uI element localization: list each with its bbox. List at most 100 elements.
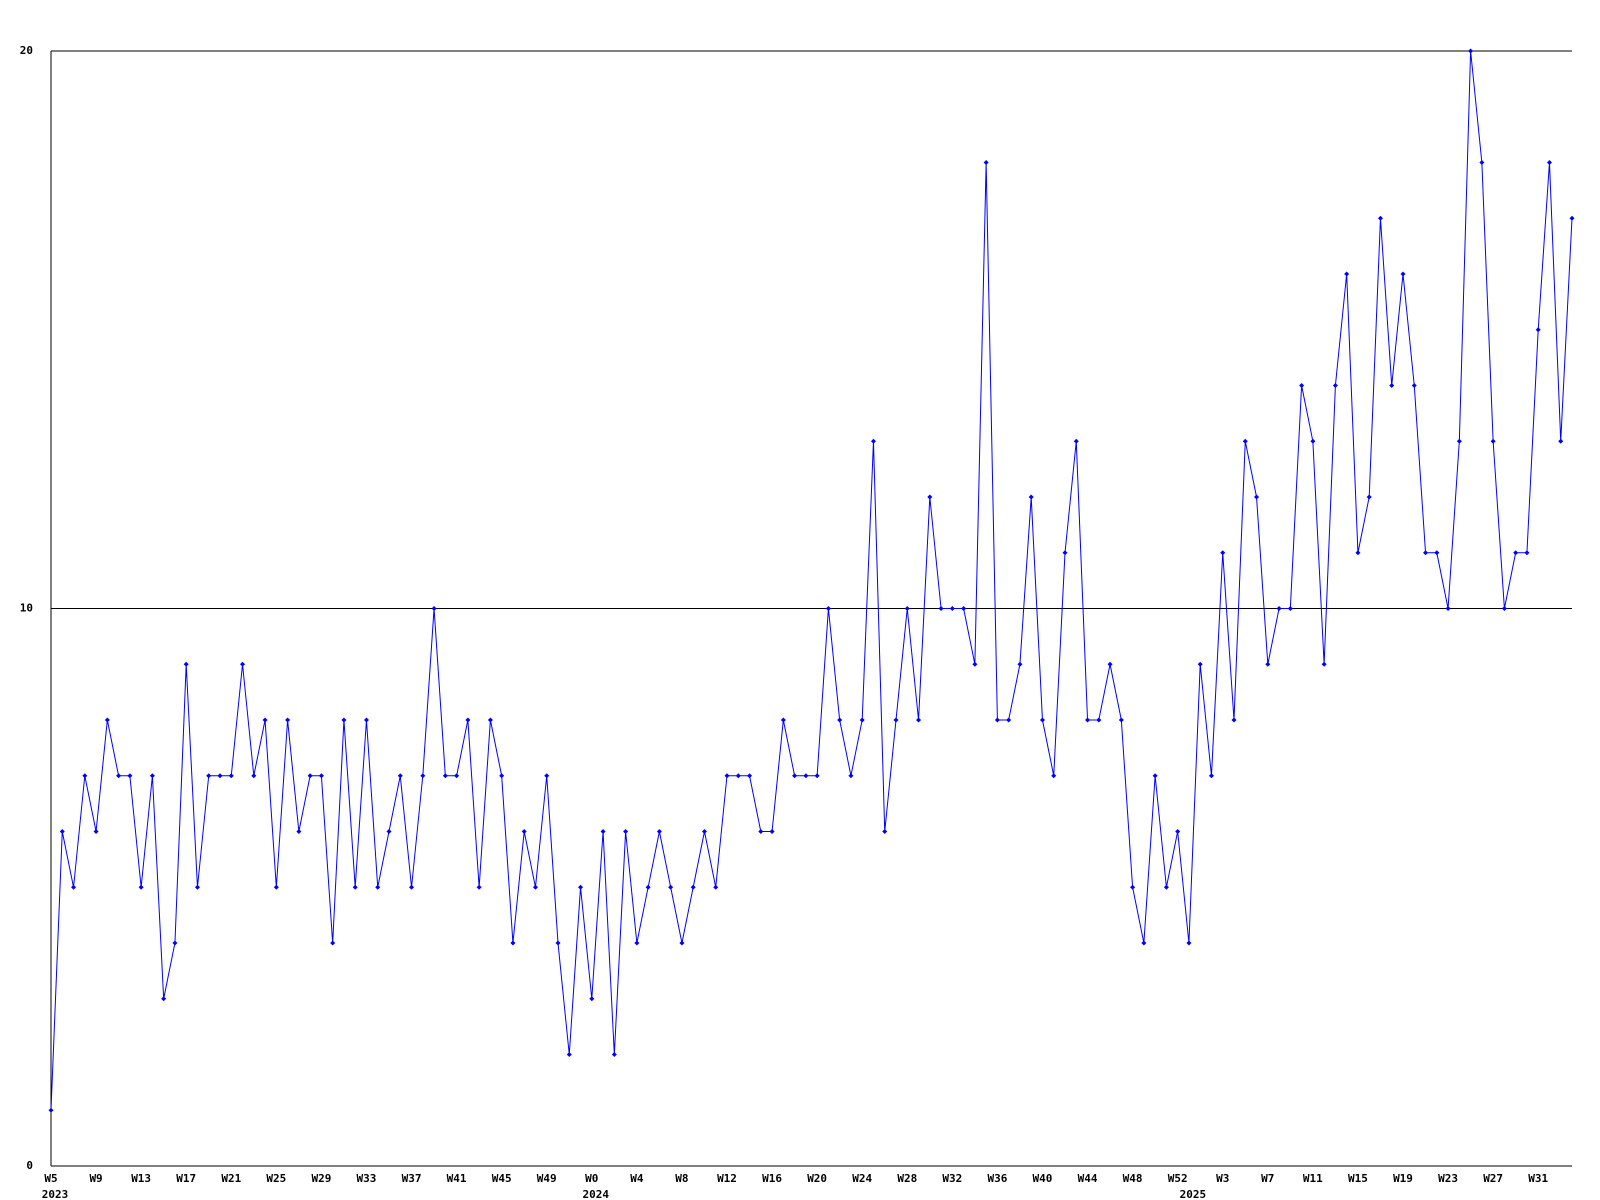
point-marker — [589, 996, 595, 1002]
x-tick-label: W13 — [131, 1172, 151, 1185]
x-tick-label: W7 — [1261, 1172, 1274, 1185]
point-marker — [814, 773, 820, 779]
point-marker — [1344, 271, 1350, 277]
year-label: 2023 — [42, 1188, 69, 1200]
point-marker — [465, 717, 471, 723]
point-marker — [1208, 773, 1214, 779]
x-tick-label: W48 — [1123, 1172, 1143, 1185]
point-marker — [724, 773, 730, 779]
x-tick-label: W5 — [44, 1172, 57, 1185]
point-marker — [1524, 550, 1530, 556]
point-marker — [1366, 494, 1372, 500]
x-tick-label: W25 — [266, 1172, 286, 1185]
x-tick-label: W12 — [717, 1172, 737, 1185]
point-marker — [1242, 438, 1248, 444]
point-marker — [690, 884, 696, 890]
point-marker — [262, 717, 268, 723]
point-marker — [1152, 773, 1158, 779]
point-marker — [600, 829, 606, 834]
x-tick-label: W27 — [1483, 1172, 1503, 1185]
point-marker — [701, 829, 707, 834]
x-tick-label: W36 — [987, 1172, 1007, 1185]
point-marker — [330, 940, 336, 946]
point-marker — [972, 661, 978, 667]
point-marker — [949, 606, 955, 611]
point-marker — [82, 773, 88, 779]
point-marker — [1006, 717, 1012, 723]
point-marker — [532, 884, 538, 890]
point-marker — [1276, 606, 1282, 611]
point-marker — [442, 773, 448, 779]
point-marker — [1299, 383, 1305, 388]
x-tick-label: W24 — [852, 1172, 872, 1185]
point-marker — [59, 829, 65, 834]
point-marker — [938, 606, 944, 611]
point-marker — [893, 717, 899, 723]
point-marker — [487, 717, 493, 723]
point-marker — [1377, 215, 1383, 221]
point-marker — [409, 884, 415, 890]
point-marker — [1085, 717, 1091, 723]
x-tick-label: W21 — [221, 1172, 241, 1185]
x-tick-label: W37 — [402, 1172, 422, 1185]
point-marker — [803, 773, 809, 779]
point-marker — [1310, 438, 1316, 444]
point-marker — [611, 1052, 617, 1057]
x-tick-label: W11 — [1303, 1172, 1323, 1185]
point-marker — [994, 717, 1000, 723]
point-marker — [1197, 661, 1203, 667]
x-tick-label: W8 — [675, 1172, 688, 1185]
point-marker — [882, 829, 888, 834]
point-marker — [116, 773, 122, 779]
x-tick-label: W20 — [807, 1172, 827, 1185]
x-tick-label: W16 — [762, 1172, 782, 1185]
point-marker — [1445, 606, 1451, 611]
point-marker — [341, 717, 347, 723]
x-tick-label: W4 — [630, 1172, 644, 1185]
point-marker — [904, 606, 910, 611]
point-marker — [1130, 884, 1136, 890]
point-marker — [48, 1107, 54, 1113]
point-marker — [1558, 438, 1564, 444]
point-marker — [1411, 383, 1417, 388]
point-marker — [386, 829, 392, 834]
point-marker — [397, 773, 403, 779]
x-tick-label: W0 — [585, 1172, 598, 1185]
point-marker — [825, 606, 831, 611]
point-marker — [1535, 327, 1541, 333]
point-marker — [228, 773, 234, 779]
point-marker — [318, 773, 324, 779]
point-marker — [1118, 717, 1124, 723]
point-marker — [307, 773, 313, 779]
point-marker — [273, 884, 279, 890]
point-marker — [1321, 661, 1327, 667]
point-marker — [735, 773, 741, 779]
point-marker — [454, 773, 460, 779]
point-marker — [837, 717, 843, 723]
point-marker — [1389, 383, 1395, 388]
x-tick-label: W9 — [89, 1172, 102, 1185]
point-marker — [983, 160, 989, 165]
point-marker — [656, 829, 662, 834]
point-marker — [363, 717, 369, 723]
point-marker — [870, 438, 876, 444]
point-marker — [1265, 661, 1271, 667]
point-marker — [149, 773, 155, 779]
point-marker — [1163, 884, 1169, 890]
x-tick-label: W44 — [1078, 1172, 1098, 1185]
x-tick-label: W28 — [897, 1172, 917, 1185]
point-marker — [499, 773, 505, 779]
x-tick-label: W45 — [492, 1172, 512, 1185]
point-marker — [747, 773, 753, 779]
point-marker — [1456, 438, 1462, 444]
y-tick-label: 0 — [26, 1159, 33, 1172]
point-marker — [1028, 494, 1034, 500]
point-marker — [927, 494, 933, 500]
x-tick-label: W19 — [1393, 1172, 1413, 1185]
point-marker — [1332, 383, 1338, 388]
point-marker — [1073, 438, 1079, 444]
point-marker — [1096, 717, 1102, 723]
point-marker — [510, 940, 516, 946]
point-marker — [138, 884, 144, 890]
point-marker — [104, 717, 110, 723]
